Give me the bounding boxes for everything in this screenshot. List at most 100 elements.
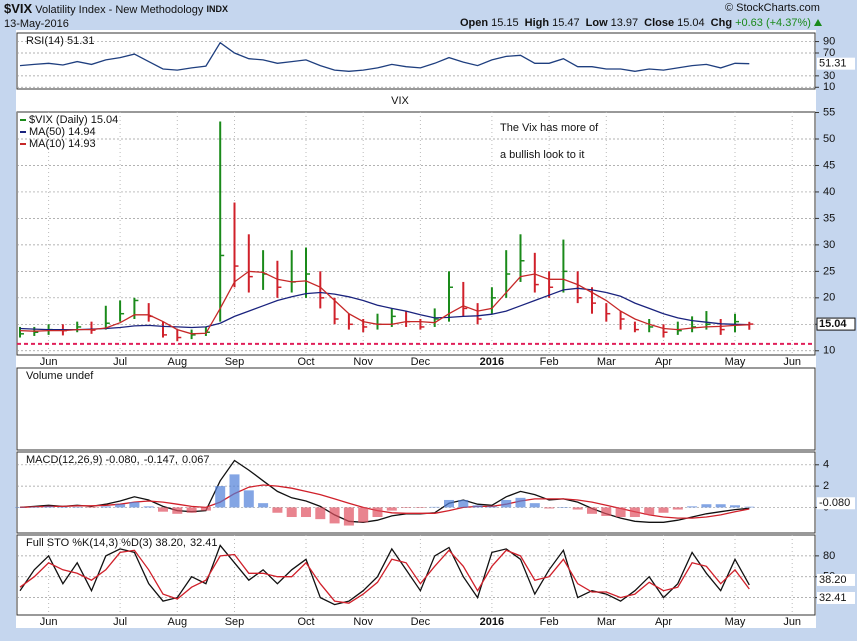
histogram-bar	[701, 504, 712, 508]
value-label: 51.31	[819, 58, 847, 70]
histogram-bar	[315, 507, 326, 520]
legend-entry: 0.067	[182, 454, 210, 466]
x-tick-label: Jun	[783, 356, 801, 368]
histogram-bar	[301, 507, 311, 518]
histogram-bar	[243, 490, 254, 508]
y-tick-label: 30	[823, 239, 835, 251]
y-tick-label: 20	[823, 292, 835, 304]
histogram-bar	[72, 506, 83, 508]
symbol: $VIX	[4, 1, 33, 16]
legend-entry: -0.147,	[144, 454, 178, 466]
series-line	[19, 549, 750, 604]
panel-frame	[16, 32, 816, 90]
histogram-bar	[458, 499, 469, 508]
quote-label: High	[525, 17, 550, 29]
series-line	[19, 41, 750, 72]
histogram-bar	[715, 504, 726, 508]
histogram-bar	[529, 503, 540, 508]
histogram-bar	[29, 506, 40, 508]
value-label: 15.04	[819, 318, 847, 330]
y-tick-label: 50	[823, 133, 835, 145]
panel-frame	[16, 534, 816, 616]
histogram-bar	[129, 502, 140, 508]
histogram-bar	[629, 507, 640, 518]
histogram-bar	[587, 507, 597, 514]
panel-frame	[16, 367, 816, 451]
histogram-bar	[86, 507, 97, 508]
quote: Open 15.15 High 15.47 Low 13.97 Close 15.04 Chg +…	[460, 17, 811, 29]
histogram-bar	[215, 486, 226, 508]
histogram-bar	[115, 504, 126, 508]
quote-label: Open	[460, 17, 488, 29]
quote-value: 15.15	[491, 17, 519, 29]
panel-frame	[16, 451, 816, 534]
x-tick-label: Jul	[113, 356, 127, 368]
credit: © StockCharts.com	[725, 2, 820, 14]
security-name: Volatility Index - New Methodology	[35, 4, 204, 16]
histogram-bar	[229, 474, 240, 508]
x-tick-label: Aug	[168, 356, 188, 368]
value-label: 38.20	[819, 574, 847, 586]
y-tick-label: 25	[823, 265, 835, 277]
x-tick-label: Mar	[597, 356, 616, 368]
quote-value: 15.04	[677, 17, 705, 29]
x-tick-label: Sep	[225, 616, 245, 628]
x-tick-label: Jun	[40, 616, 58, 628]
panel-frame	[16, 111, 816, 356]
histogram-bar	[544, 507, 555, 509]
histogram-bar	[100, 506, 111, 508]
histogram-bar	[572, 507, 583, 510]
date: 13-May-2016	[4, 18, 69, 30]
y-tick-label: 2	[823, 480, 829, 492]
x-tick-label: Jun	[783, 616, 801, 628]
quote-value: 13.97	[611, 17, 639, 29]
y-tick-label: 10	[823, 81, 835, 93]
value-label-box	[817, 57, 855, 70]
x-tick-label: May	[725, 356, 746, 368]
quote-label: Chg	[711, 17, 732, 29]
histogram-bar	[200, 507, 211, 511]
legend-entry: Full STO %K(14,3) %D(3) 38.20,	[26, 537, 186, 549]
histogram-bar	[687, 506, 698, 508]
y-tick-label: 90	[823, 35, 835, 47]
histogram-bar	[644, 507, 655, 515]
value-label-box	[817, 591, 855, 604]
histogram-bar	[730, 505, 740, 508]
x-tick-label: Apr	[655, 616, 672, 628]
legend-entry: MA(10) 14.93	[29, 138, 96, 150]
histogram-bar	[329, 507, 340, 524]
series-line	[19, 459, 750, 523]
x-tick-label: Oct	[297, 616, 314, 628]
x-tick-label: Mar	[597, 616, 616, 628]
value-label: -0.080	[819, 497, 850, 509]
histogram-bar	[143, 506, 154, 508]
x-tick-label: Aug	[168, 616, 188, 628]
histogram-bar	[386, 507, 397, 511]
y-tick-label: 35	[823, 212, 835, 224]
histogram-bar	[358, 507, 369, 523]
panel-title: Volume undef	[26, 370, 94, 382]
histogram-bar	[272, 507, 283, 513]
histogram-bar	[558, 507, 569, 508]
x-tick-label: Feb	[540, 616, 559, 628]
value-label-box	[817, 497, 855, 510]
y-tick-label: 10	[823, 345, 835, 357]
legend-entry: RSI(14) 51.31	[26, 35, 94, 47]
x-tick-label: Nov	[353, 616, 373, 628]
annotation: The Vix has more of	[500, 122, 599, 134]
histogram-bar	[172, 507, 183, 514]
x-tick-label: 2016	[480, 616, 504, 628]
annotation: a bullish look to it	[500, 149, 584, 161]
histogram-bar	[43, 506, 54, 508]
series-line	[19, 484, 750, 519]
quote-value: 15.47	[552, 17, 580, 29]
x-tick-label: May	[725, 616, 746, 628]
quote-label: Low	[586, 17, 608, 29]
legend-entry: MACD(12,26,9) -0.080,	[26, 454, 140, 466]
histogram-bar	[401, 507, 412, 508]
histogram-bar	[672, 507, 683, 510]
x-tick-label: Sep	[225, 356, 245, 368]
y-tick-label: 30	[823, 70, 835, 82]
header-line: $VIX Volatility Index - New Methodology …	[4, 1, 228, 16]
histogram-bar	[515, 497, 526, 508]
